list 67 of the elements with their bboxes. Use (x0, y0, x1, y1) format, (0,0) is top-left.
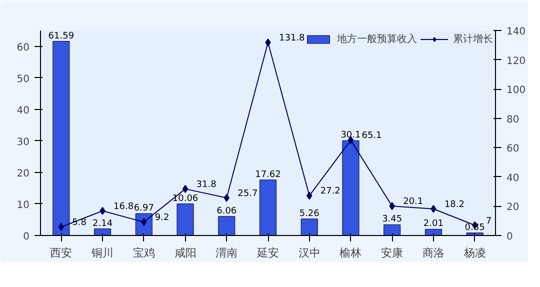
bar (300, 218, 318, 236)
bar (94, 228, 112, 236)
y2-tick-label: 100 (506, 85, 526, 96)
x-tick-label: 延安 (256, 246, 279, 260)
data-label: 31.8 (196, 180, 217, 190)
y-tick-label: 0 (23, 232, 30, 242)
x-tick-label: 汉中 (298, 246, 320, 260)
x-tick-label: 西安 (50, 246, 72, 260)
data-label: 25.7 (238, 188, 258, 199)
data-label: 16.8 (114, 202, 134, 212)
x-tick-label: 渭南 (216, 246, 238, 260)
x-tick-label: 商洛 (422, 246, 444, 260)
y2-tick-label: 140 (506, 26, 526, 38)
data-label: 17.62 (255, 170, 281, 180)
data-label: 131.8 (279, 34, 306, 44)
legend-label: 地方一般预算收入 (337, 32, 417, 46)
point (430, 204, 436, 213)
x-tick-label: 榆林 (340, 246, 362, 260)
data-label: 3.45 (382, 214, 402, 225)
point (224, 194, 230, 202)
y2-tick-label: 60 (506, 144, 520, 155)
y-tick-label: 30 (16, 136, 30, 148)
x-tick-label: 铜川 (90, 246, 114, 260)
data-label: 7 (486, 216, 492, 226)
bar (424, 228, 442, 236)
y2-tick-label: 40 (506, 172, 520, 184)
point (265, 38, 271, 47)
data-label: 6.97 (134, 204, 154, 214)
bar (259, 180, 277, 236)
y2-tick-label: 120 (506, 56, 526, 67)
data-label: 20.1 (403, 197, 424, 208)
x-tick-label: 安康 (381, 246, 404, 260)
data-label: 0.85 (464, 222, 485, 233)
legend-label: 累计增长 (453, 32, 493, 46)
x-tick-label: 杨凌 (462, 246, 486, 260)
y-tick-label: 50 (16, 74, 30, 85)
data-label: 5.8 (72, 218, 87, 228)
point (182, 184, 188, 193)
point (100, 206, 106, 215)
data-label: 10.06 (172, 194, 198, 204)
bar (218, 216, 236, 236)
point (58, 223, 64, 232)
y-tick-label: 20 (16, 168, 30, 180)
bar (176, 204, 194, 236)
y2-tick-label: 0 (506, 232, 513, 242)
data-label: 2.14 (92, 218, 113, 229)
point (306, 192, 312, 200)
data-label: 61.59 (48, 31, 74, 42)
bar (52, 41, 70, 236)
data-label: 5.26 (299, 208, 320, 219)
data-label: 2.01 (423, 219, 444, 230)
y-tick-label: 40 (16, 105, 30, 116)
data-label: 9.2 (154, 213, 170, 224)
x-tick-label: 宝鸡 (132, 246, 155, 260)
y2-tick-label: 80 (506, 114, 520, 126)
data-label: 30.1 (340, 130, 361, 141)
y-tick-label: 60 (16, 42, 30, 54)
data-label: 65.1 (362, 131, 382, 142)
data-label: 6.06 (216, 206, 237, 216)
bar (384, 224, 401, 236)
y2-tick-label: 20 (506, 202, 520, 214)
y-tick-label: 10 (16, 200, 30, 211)
data-label: 27.2 (320, 186, 340, 197)
point (389, 202, 395, 210)
x-tick-label: 咸阳 (174, 246, 196, 260)
bar (342, 140, 360, 236)
data-label: 18.2 (444, 200, 464, 210)
